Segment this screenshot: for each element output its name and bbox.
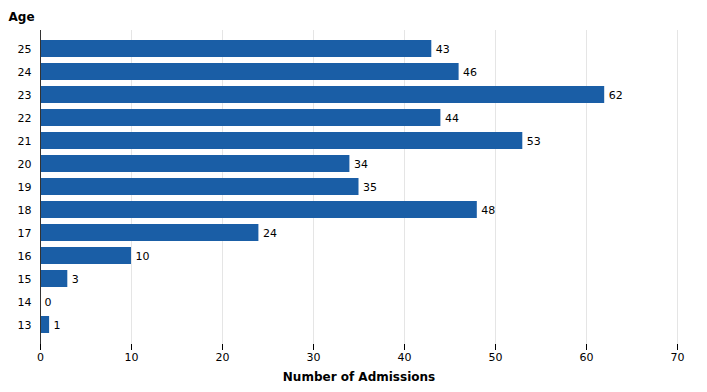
svg-text:23: 23: [18, 89, 32, 102]
svg-text:24: 24: [263, 227, 277, 240]
svg-text:43: 43: [436, 43, 450, 56]
svg-text:0: 0: [45, 296, 52, 309]
svg-text:17: 17: [18, 227, 32, 240]
svg-text:24: 24: [18, 66, 32, 79]
svg-text:16: 16: [18, 250, 32, 263]
svg-text:35: 35: [363, 181, 377, 194]
svg-text:48: 48: [481, 204, 495, 217]
svg-text:70: 70: [671, 351, 685, 364]
svg-text:3: 3: [72, 273, 79, 286]
svg-text:50: 50: [489, 351, 503, 364]
svg-text:15: 15: [18, 273, 32, 286]
svg-text:60: 60: [580, 351, 594, 364]
svg-text:53: 53: [527, 135, 541, 148]
svg-text:21: 21: [18, 135, 32, 148]
svg-text:44: 44: [445, 112, 459, 125]
svg-text:34: 34: [354, 158, 368, 171]
svg-text:62: 62: [609, 89, 623, 102]
svg-text:13: 13: [18, 319, 32, 332]
svg-text:14: 14: [18, 296, 32, 309]
svg-text:30: 30: [307, 351, 321, 364]
svg-text:10: 10: [136, 250, 150, 263]
svg-text:20: 20: [18, 158, 32, 171]
svg-text:Number of Admissions: Number of Admissions: [283, 370, 435, 384]
svg-text:40: 40: [398, 351, 412, 364]
svg-text:46: 46: [463, 66, 477, 79]
svg-text:25: 25: [18, 43, 32, 56]
svg-text:19: 19: [18, 181, 32, 194]
svg-text:20: 20: [216, 351, 230, 364]
svg-text:Age: Age: [9, 10, 35, 24]
svg-text:1: 1: [54, 319, 61, 332]
svg-text:18: 18: [18, 204, 32, 217]
svg-text:22: 22: [18, 112, 32, 125]
svg-text:10: 10: [125, 351, 139, 364]
svg-text:0: 0: [37, 351, 44, 364]
